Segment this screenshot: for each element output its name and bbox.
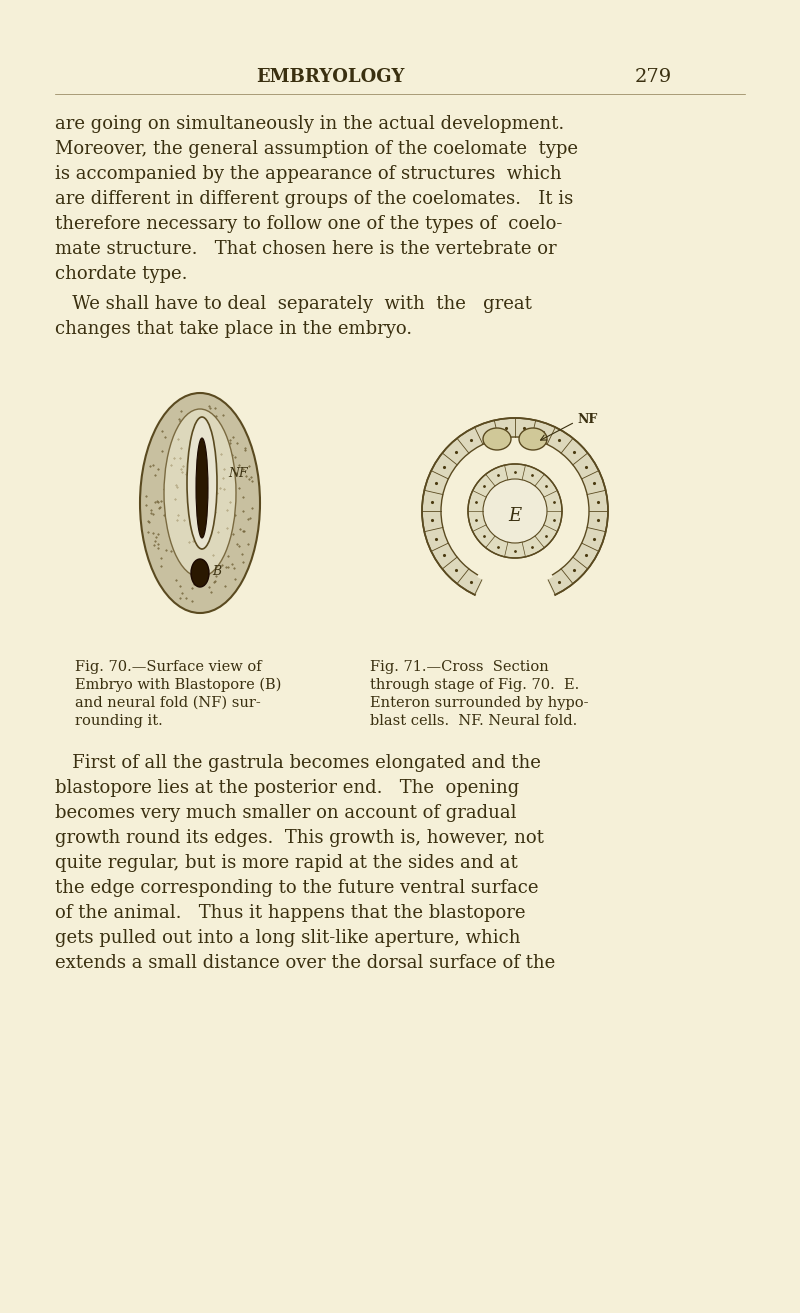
Text: and neural fold (NF) sur-: and neural fold (NF) sur- — [75, 696, 261, 710]
Text: through stage of Fig. 70.  E.: through stage of Fig. 70. E. — [370, 678, 579, 692]
Wedge shape — [490, 511, 540, 584]
Circle shape — [468, 463, 562, 558]
Text: Moreover, the general assumption of the coelomate  type: Moreover, the general assumption of the … — [55, 140, 578, 158]
Text: blast cells.  NF. Neural fold.: blast cells. NF. Neural fold. — [370, 714, 578, 727]
Text: 279: 279 — [635, 68, 672, 85]
Text: EMBRYOLOGY: EMBRYOLOGY — [256, 68, 404, 85]
Text: quite regular, but is more rapid at the sides and at: quite regular, but is more rapid at the … — [55, 853, 518, 872]
Text: changes that take place in the embryo.: changes that take place in the embryo. — [55, 320, 412, 337]
Text: Fig. 70.—Surface view of: Fig. 70.—Surface view of — [75, 660, 262, 674]
Circle shape — [483, 479, 547, 544]
Ellipse shape — [483, 428, 511, 450]
Text: becomes very much smaller on account of gradual: becomes very much smaller on account of … — [55, 804, 517, 822]
Ellipse shape — [519, 428, 547, 450]
Text: B: B — [212, 565, 221, 578]
Text: We shall have to deal  separately  with  the   great: We shall have to deal separately with th… — [55, 295, 532, 312]
Ellipse shape — [187, 418, 217, 549]
Text: Embryo with Blastopore (B): Embryo with Blastopore (B) — [75, 678, 282, 692]
Ellipse shape — [191, 559, 209, 587]
Wedge shape — [477, 511, 553, 587]
Text: mate structure.   That chosen here is the vertebrate or: mate structure. That chosen here is the … — [55, 240, 557, 257]
Text: Enteron surrounded by hypo-: Enteron surrounded by hypo- — [370, 696, 589, 710]
Text: NF: NF — [577, 412, 598, 425]
Text: extends a small distance over the dorsal surface of the: extends a small distance over the dorsal… — [55, 955, 555, 972]
Circle shape — [441, 437, 589, 586]
Text: chordate type.: chordate type. — [55, 265, 187, 284]
Ellipse shape — [196, 439, 208, 538]
Ellipse shape — [140, 393, 260, 613]
Wedge shape — [474, 511, 555, 607]
Text: rounding it.: rounding it. — [75, 714, 162, 727]
Text: Fig. 71.—Cross  Section: Fig. 71.—Cross Section — [370, 660, 549, 674]
Ellipse shape — [164, 410, 236, 576]
Text: blastopore lies at the posterior end.   The  opening: blastopore lies at the posterior end. Th… — [55, 779, 519, 797]
Text: is accompanied by the appearance of structures  which: is accompanied by the appearance of stru… — [55, 165, 562, 183]
Text: the edge corresponding to the future ventral surface: the edge corresponding to the future ven… — [55, 878, 538, 897]
Text: gets pulled out into a long slit-like aperture, which: gets pulled out into a long slit-like ap… — [55, 930, 521, 947]
Text: NF: NF — [228, 466, 248, 479]
Text: of the animal.   Thus it happens that the blastopore: of the animal. Thus it happens that the … — [55, 903, 526, 922]
Text: are different in different groups of the coelomates.   It is: are different in different groups of the… — [55, 190, 574, 207]
Text: are going on simultaneously in the actual development.: are going on simultaneously in the actua… — [55, 116, 564, 133]
Text: E: E — [509, 507, 522, 525]
Text: First of all the gastrula becomes elongated and the: First of all the gastrula becomes elonga… — [55, 754, 541, 772]
Text: growth round its edges.  This growth is, however, not: growth round its edges. This growth is, … — [55, 829, 544, 847]
Text: therefore necessary to follow one of the types of  coelo-: therefore necessary to follow one of the… — [55, 215, 562, 232]
Circle shape — [422, 418, 608, 604]
